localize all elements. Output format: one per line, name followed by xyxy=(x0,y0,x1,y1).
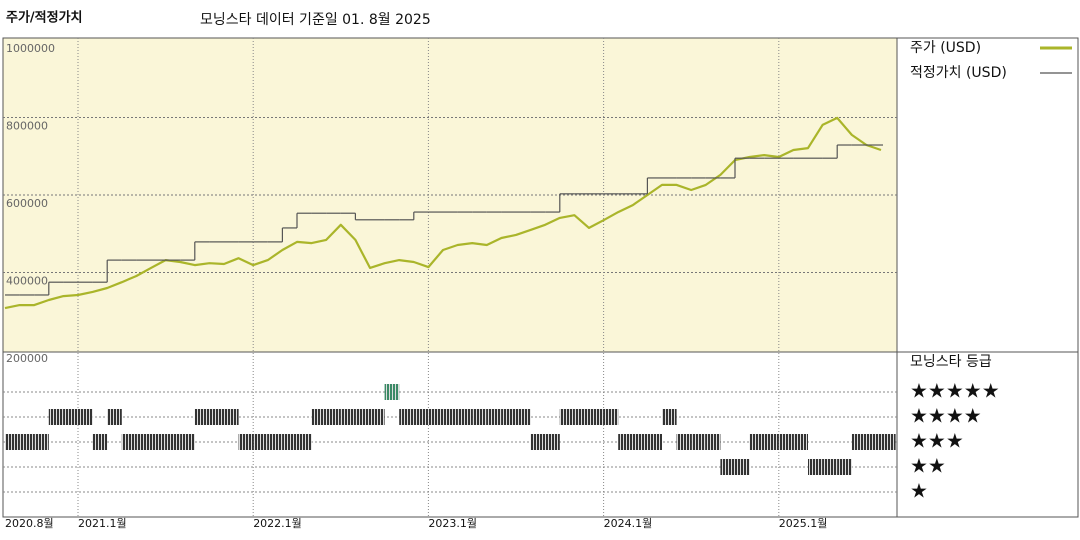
rating-bar xyxy=(501,409,516,425)
rating-bar xyxy=(63,409,78,425)
rating-bar xyxy=(253,434,268,450)
rating-legend-title: 모닝스타 등급 xyxy=(910,354,992,370)
rating-legend-label: ★★ xyxy=(910,454,946,478)
rating-bar xyxy=(78,409,93,425)
rating-bar xyxy=(618,434,633,450)
rating-bar xyxy=(413,409,429,425)
rating-bar xyxy=(837,459,852,475)
rating-bar xyxy=(399,409,414,425)
rating-bar xyxy=(19,434,35,450)
rating-bar xyxy=(647,434,662,450)
chart-title: 주가/적정가치 xyxy=(6,10,83,26)
plot-background xyxy=(3,38,897,352)
rating-bar xyxy=(355,409,370,425)
rating-bar xyxy=(486,409,502,425)
y-tick-label: 200000 xyxy=(6,352,48,365)
rating-bar xyxy=(165,434,181,450)
rating-bar xyxy=(735,459,750,475)
rating-bar xyxy=(545,434,560,450)
rating-bar xyxy=(676,434,692,450)
legend-label: 적정가치 (USD) xyxy=(910,65,1007,81)
frame xyxy=(2,37,1079,518)
rating-bar xyxy=(282,434,297,450)
rating-bar xyxy=(238,434,254,450)
rating-bar xyxy=(297,434,312,450)
x-tick-label: 2025.1월 xyxy=(779,517,828,530)
rating-bar xyxy=(34,434,49,450)
rating-bar xyxy=(720,459,735,475)
rating-bar xyxy=(589,409,604,425)
rating-bar xyxy=(121,434,137,450)
rating-bar xyxy=(370,409,385,425)
rating-bar xyxy=(530,434,546,450)
x-tick-label: 2021.1월 xyxy=(78,517,127,530)
rating-bar xyxy=(5,434,20,450)
rating-bar xyxy=(428,409,443,425)
rating-bar xyxy=(866,434,881,450)
rating-bar xyxy=(326,409,341,425)
rating-bar xyxy=(793,434,808,450)
rating-bar xyxy=(764,434,779,450)
rating-bar xyxy=(472,409,487,425)
rating-bar xyxy=(691,434,706,450)
rating-legend-label: ★★★★ xyxy=(910,404,982,428)
rating-bar xyxy=(662,409,677,425)
rating-bar xyxy=(194,409,210,425)
chart-subtitle: 모닝스타 데이터 기준일 01. 8월 2025 xyxy=(200,12,431,28)
rating-bar xyxy=(705,434,721,450)
rating-bar xyxy=(384,384,400,400)
rating-bar xyxy=(209,409,224,425)
rating-bar xyxy=(881,434,896,450)
rating-bar xyxy=(516,409,531,425)
rating-bar xyxy=(603,409,619,425)
rating-legend-label: ★ xyxy=(910,479,928,503)
rating-bar xyxy=(808,459,823,475)
x-tick-label: 2023.1월 xyxy=(428,517,477,530)
rating-bar xyxy=(559,409,575,425)
rating-bar xyxy=(311,409,327,425)
rating-bar xyxy=(749,434,765,450)
rating-bar xyxy=(48,409,64,425)
rating-bar xyxy=(822,459,838,475)
legend-label: 주가 (USD) xyxy=(910,40,981,56)
rating-bar xyxy=(151,434,166,450)
rating-bar xyxy=(267,434,283,450)
y-tick-label: 1000000 xyxy=(6,42,55,55)
x-tick-label: 2020.8월 xyxy=(5,517,54,530)
x-tick-label: 2022.1월 xyxy=(253,517,302,530)
rating-bar xyxy=(778,434,794,450)
rating-bar xyxy=(340,409,356,425)
rating-bar xyxy=(224,409,239,425)
rating-bar xyxy=(136,434,151,450)
rating-bar xyxy=(92,434,108,450)
rating-bar xyxy=(180,434,195,450)
rating-bar xyxy=(457,409,473,425)
rating-bar xyxy=(107,409,122,425)
y-tick-label: 800000 xyxy=(6,120,48,133)
y-tick-label: 400000 xyxy=(6,275,48,288)
rating-bar xyxy=(851,434,867,450)
rating-legend-label: ★★★ xyxy=(910,429,964,453)
x-tick-label: 2024.1월 xyxy=(604,517,653,530)
rating-legend-label: ★★★★★ xyxy=(910,379,1000,403)
y-tick-label: 600000 xyxy=(6,197,48,210)
rating-bar xyxy=(443,409,458,425)
rating-bar xyxy=(574,409,589,425)
rating-bar xyxy=(632,434,648,450)
